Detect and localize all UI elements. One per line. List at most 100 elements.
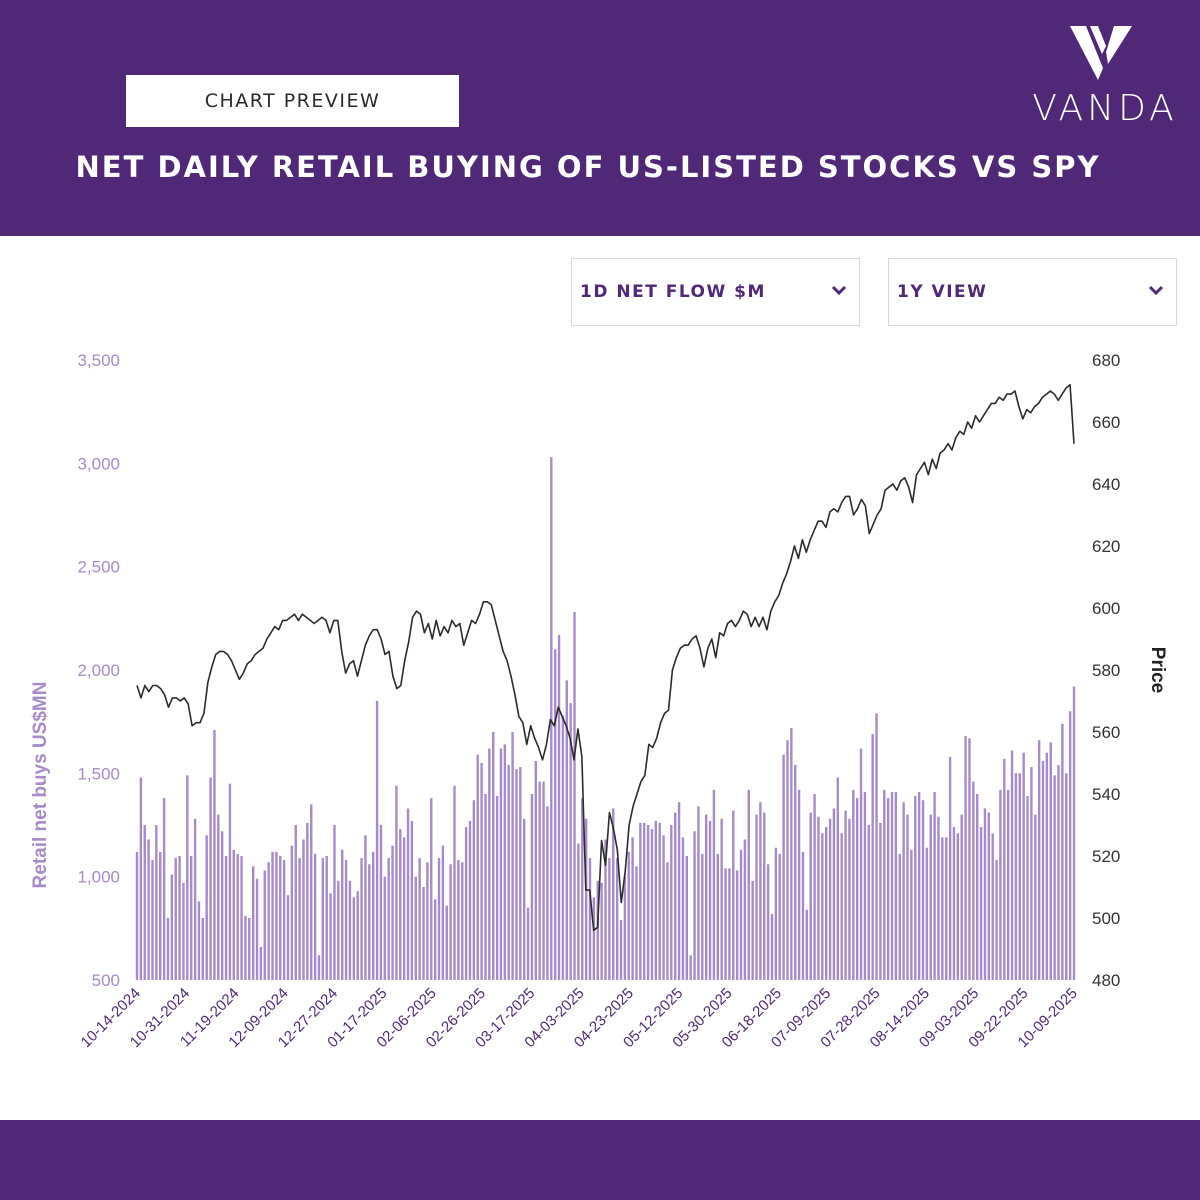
bar bbox=[453, 785, 456, 980]
bar bbox=[379, 825, 383, 980]
bar bbox=[612, 808, 615, 980]
bar bbox=[743, 839, 747, 980]
bar bbox=[910, 849, 913, 980]
bar bbox=[368, 864, 371, 980]
bar bbox=[313, 853, 317, 980]
bar bbox=[751, 880, 754, 980]
bar bbox=[263, 870, 266, 980]
bar bbox=[259, 946, 263, 980]
bar bbox=[697, 806, 700, 980]
bar bbox=[550, 457, 553, 980]
bar bbox=[929, 814, 932, 980]
bar bbox=[886, 798, 890, 980]
bar bbox=[418, 858, 421, 980]
bar bbox=[557, 634, 561, 980]
line-series bbox=[136, 383, 1075, 932]
view-dropdown[interactable]: 1Y VIEW bbox=[888, 258, 1177, 326]
bar bbox=[1030, 767, 1033, 980]
bar bbox=[956, 833, 960, 980]
bar bbox=[964, 736, 967, 980]
left-tick-label: 3,000 bbox=[77, 454, 120, 473]
bar bbox=[190, 856, 193, 980]
bar bbox=[151, 860, 154, 980]
bar bbox=[662, 835, 665, 980]
bar bbox=[809, 812, 812, 980]
bar bbox=[1006, 789, 1010, 980]
bar bbox=[275, 851, 278, 980]
chart-preview-label: CHART PREVIEW bbox=[126, 75, 459, 127]
bar bbox=[1068, 711, 1072, 980]
bar bbox=[790, 727, 793, 980]
bar bbox=[472, 800, 476, 980]
bar bbox=[464, 827, 468, 980]
bar bbox=[240, 856, 243, 980]
bar bbox=[499, 748, 503, 980]
bar bbox=[759, 802, 762, 980]
bar bbox=[1045, 752, 1049, 980]
bar bbox=[801, 851, 805, 980]
left-tick-label: 2,500 bbox=[77, 558, 120, 577]
bar bbox=[704, 814, 708, 980]
bar bbox=[1057, 765, 1060, 980]
bar bbox=[430, 798, 433, 980]
bar bbox=[279, 856, 282, 980]
bar bbox=[348, 880, 352, 980]
bar bbox=[395, 785, 398, 980]
bar bbox=[306, 822, 309, 980]
bar bbox=[341, 849, 344, 980]
bar bbox=[666, 862, 669, 980]
bar bbox=[821, 833, 824, 980]
bar bbox=[317, 955, 321, 980]
bar bbox=[406, 808, 410, 980]
bar bbox=[282, 860, 286, 980]
bar bbox=[391, 845, 394, 980]
bar bbox=[302, 839, 305, 980]
bar bbox=[685, 856, 689, 980]
header-banner: CHART PREVIEW VANDA NET DAILY RETAIL BUY… bbox=[0, 0, 1200, 236]
bar bbox=[553, 649, 557, 980]
bar bbox=[979, 827, 983, 980]
bar bbox=[983, 808, 987, 980]
bar bbox=[1061, 723, 1064, 980]
bar bbox=[546, 806, 549, 980]
bar bbox=[805, 909, 809, 980]
bar bbox=[1034, 814, 1037, 980]
bar bbox=[538, 781, 541, 980]
chart-title: NET DAILY RETAIL BUYING OF US-LISTED STO… bbox=[75, 150, 1101, 184]
bar bbox=[945, 837, 948, 980]
bar bbox=[329, 893, 332, 980]
bar bbox=[883, 789, 886, 980]
bar bbox=[321, 858, 325, 980]
right-axis-label: Price bbox=[1147, 647, 1168, 693]
bar bbox=[375, 701, 379, 980]
right-tick-label: 660 bbox=[1092, 413, 1120, 432]
bar bbox=[294, 825, 297, 980]
chevron-down-icon bbox=[1148, 285, 1164, 296]
bar bbox=[917, 791, 921, 980]
bar bbox=[530, 794, 534, 980]
bar bbox=[766, 864, 770, 980]
bar bbox=[201, 918, 205, 980]
bar bbox=[244, 915, 247, 980]
bar bbox=[728, 868, 731, 980]
bar bbox=[782, 754, 785, 980]
bar bbox=[933, 791, 936, 980]
bar bbox=[511, 732, 514, 980]
bar bbox=[232, 849, 235, 980]
bar bbox=[813, 794, 816, 980]
bar bbox=[894, 791, 898, 980]
bar bbox=[333, 825, 336, 980]
bar bbox=[840, 833, 843, 980]
bar bbox=[569, 703, 572, 980]
bar bbox=[720, 818, 723, 980]
bar bbox=[747, 789, 750, 980]
right-tick-label: 580 bbox=[1092, 661, 1120, 680]
bar bbox=[255, 878, 259, 980]
bar bbox=[352, 897, 356, 980]
brand-name: VANDA bbox=[1032, 88, 1178, 129]
bar bbox=[732, 810, 735, 980]
metric-dropdown[interactable]: 1D NET FLOW $M bbox=[571, 258, 860, 326]
bar bbox=[999, 789, 1002, 980]
bar bbox=[561, 715, 565, 980]
bar bbox=[987, 812, 991, 980]
